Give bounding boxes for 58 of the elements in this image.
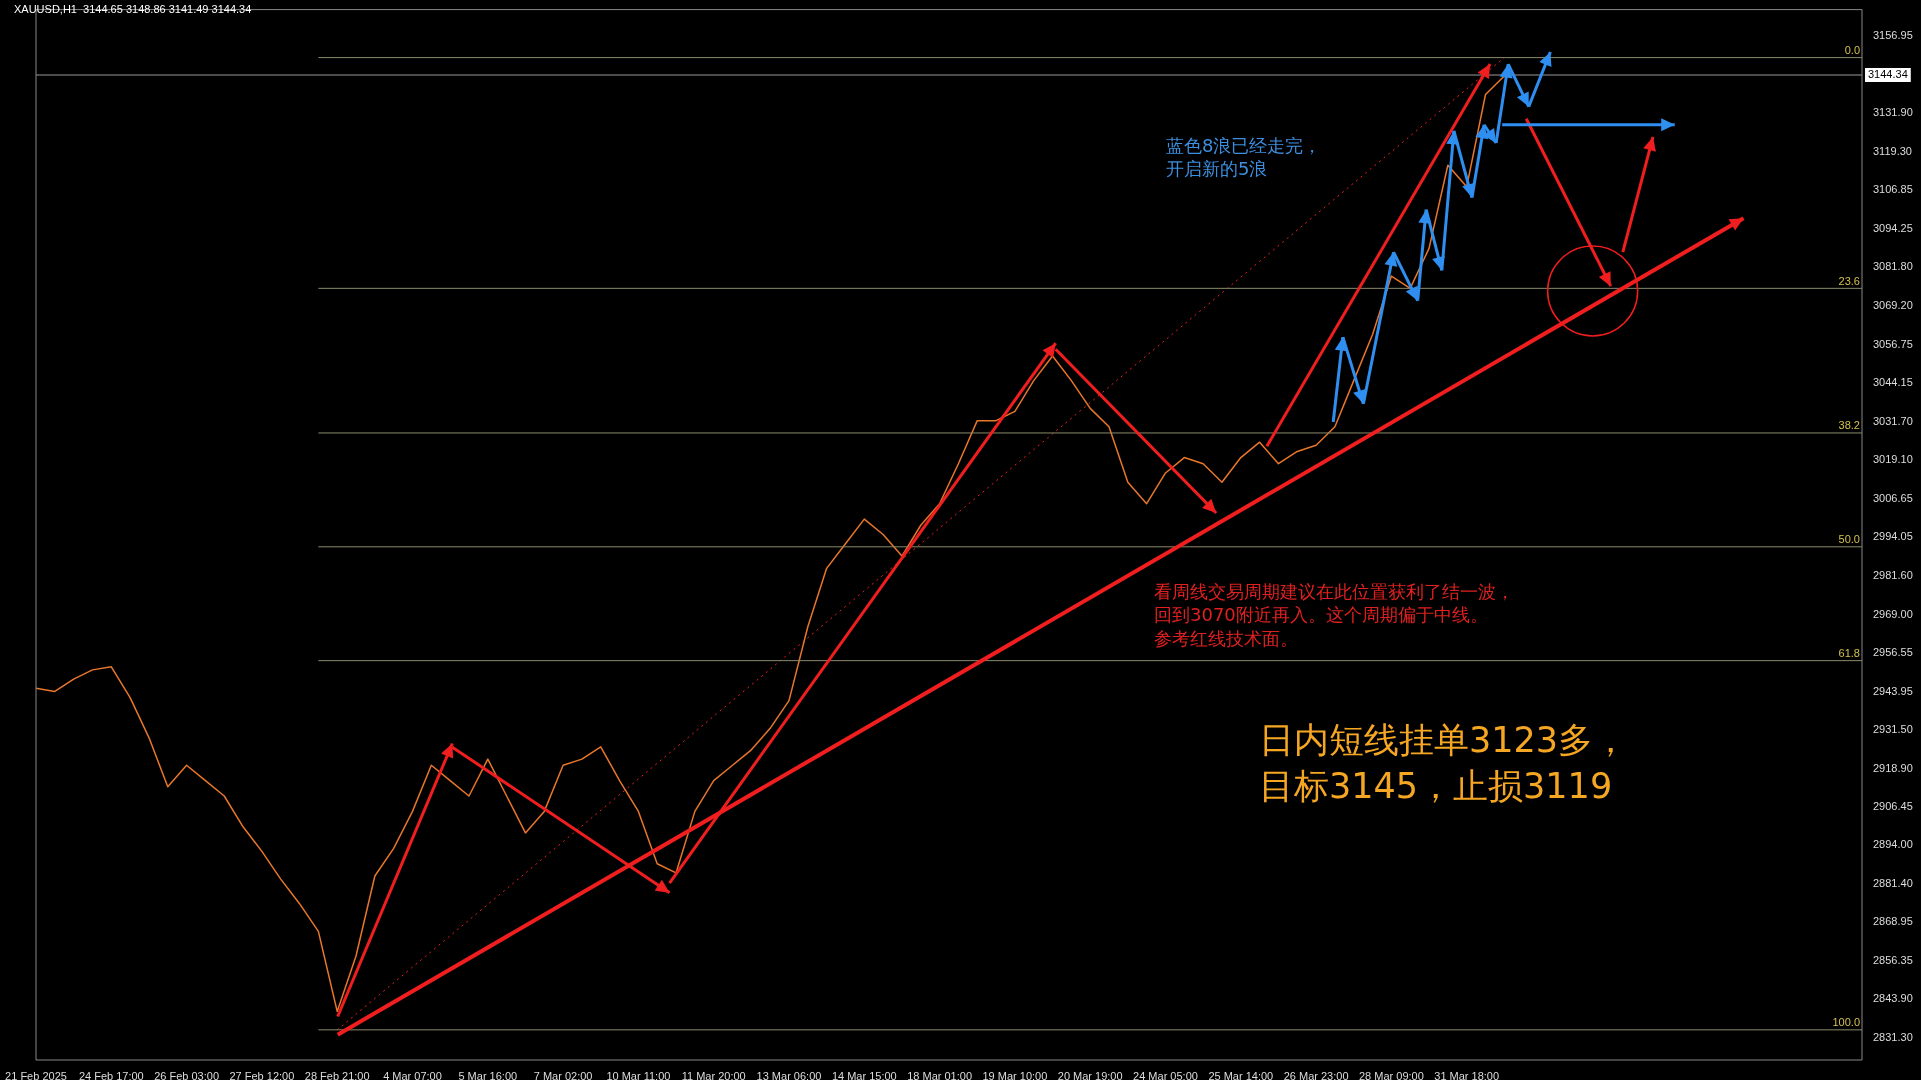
x-tick-label: 28 Feb 21:00	[304, 1069, 370, 1080]
y-tick-label: 3031.70	[1873, 414, 1913, 427]
x-tick-label: 31 Mar 18:00	[1434, 1069, 1500, 1080]
x-tick-label: 25 Mar 14:00	[1208, 1069, 1274, 1080]
annotation: 50.0	[1838, 533, 1860, 546]
y-tick-label: 2868.95	[1873, 915, 1913, 928]
y-tick-label: 2956.55	[1873, 645, 1913, 658]
y-tick-label: 2969.00	[1873, 607, 1913, 620]
x-tick-label: 26 Mar 23:00	[1283, 1069, 1349, 1080]
y-tick-label: 2918.90	[1873, 761, 1913, 774]
annotation: 蓝色8浪已经走完，开启新的5浪	[1166, 134, 1323, 181]
y-tick-label: 2994.05	[1873, 530, 1913, 543]
x-tick-label: 11 Mar 20:00	[681, 1069, 746, 1080]
y-tick-label: 2843.90	[1873, 992, 1913, 1005]
x-tick-label: 24 Feb 17:00	[78, 1069, 144, 1080]
x-tick-label: 14 Mar 15:00	[831, 1069, 897, 1080]
y-tick-label: 3156.95	[1873, 29, 1913, 42]
x-tick-label: 19 Mar 10:00	[982, 1069, 1048, 1080]
y-tick-label: 2981.60	[1873, 568, 1913, 581]
annotation: 61.8	[1838, 647, 1860, 660]
y-tick-label: 2943.95	[1873, 684, 1913, 697]
y-tick-label: 3081.80	[1873, 260, 1913, 273]
annotation: 看周线交易周期建议在此位置获利了结一波，回到3070附近再入。这个周期偏于中线。	[1154, 580, 1515, 627]
ref-line-label: 3144.34	[1868, 68, 1908, 81]
y-tick-label: 2894.00	[1873, 838, 1913, 851]
x-tick-label: 4 Mar 07:00	[383, 1069, 442, 1080]
annotation: 日内短线挂单3123多，目标3145，止损3119	[1259, 719, 1630, 808]
y-tick-label: 3056.75	[1873, 337, 1913, 350]
x-tick-label: 24 Mar 05:00	[1133, 1069, 1198, 1080]
x-tick-label: 7 Mar 02:00	[533, 1069, 593, 1080]
chart-title: XAUUSD,H1 3144.65 3148.86 3141.49 3144.34	[14, 3, 252, 15]
y-tick-label: 2856.35	[1873, 954, 1913, 967]
y-tick-label: 2831.30	[1873, 1031, 1913, 1044]
y-tick-label: 3019.10	[1873, 453, 1913, 466]
y-tick-label: 2906.45	[1873, 799, 1913, 812]
x-tick-label: 27 Feb 12:00	[229, 1069, 295, 1080]
x-tick-label: 28 Mar 09:00	[1358, 1069, 1424, 1080]
x-tick-label: 20 Mar 19:00	[1057, 1069, 1123, 1080]
x-tick-label: 5 Mar 16:00	[458, 1069, 518, 1080]
y-tick-label: 3069.20	[1873, 299, 1913, 312]
y-tick-label: 3131.90	[1873, 106, 1913, 119]
y-tick-label: 3006.65	[1873, 491, 1913, 504]
y-tick-label: 3106.85	[1873, 183, 1913, 196]
x-tick-label: 18 Mar 01:00	[907, 1069, 972, 1080]
x-tick-label: 13 Mar 06:00	[756, 1069, 822, 1080]
y-tick-label: 2881.40	[1873, 877, 1913, 890]
x-tick-label: 21 Feb 2025	[5, 1069, 67, 1080]
y-tick-label: 3094.25	[1873, 222, 1913, 235]
annotation: 38.2	[1838, 419, 1860, 432]
annotation: 23.6	[1838, 274, 1860, 287]
annotation: 参考红线技术面。	[1154, 627, 1299, 651]
x-tick-label: 10 Mar 11:00	[606, 1069, 671, 1080]
x-tick-label: 26 Feb 03:00	[154, 1069, 220, 1080]
y-tick-label: 2931.50	[1873, 722, 1913, 735]
annotation: 100.0	[1832, 1016, 1860, 1029]
annotation: 0.0	[1844, 44, 1860, 57]
y-tick-label: 3044.15	[1873, 376, 1913, 389]
y-tick-label: 3119.30	[1873, 145, 1912, 158]
